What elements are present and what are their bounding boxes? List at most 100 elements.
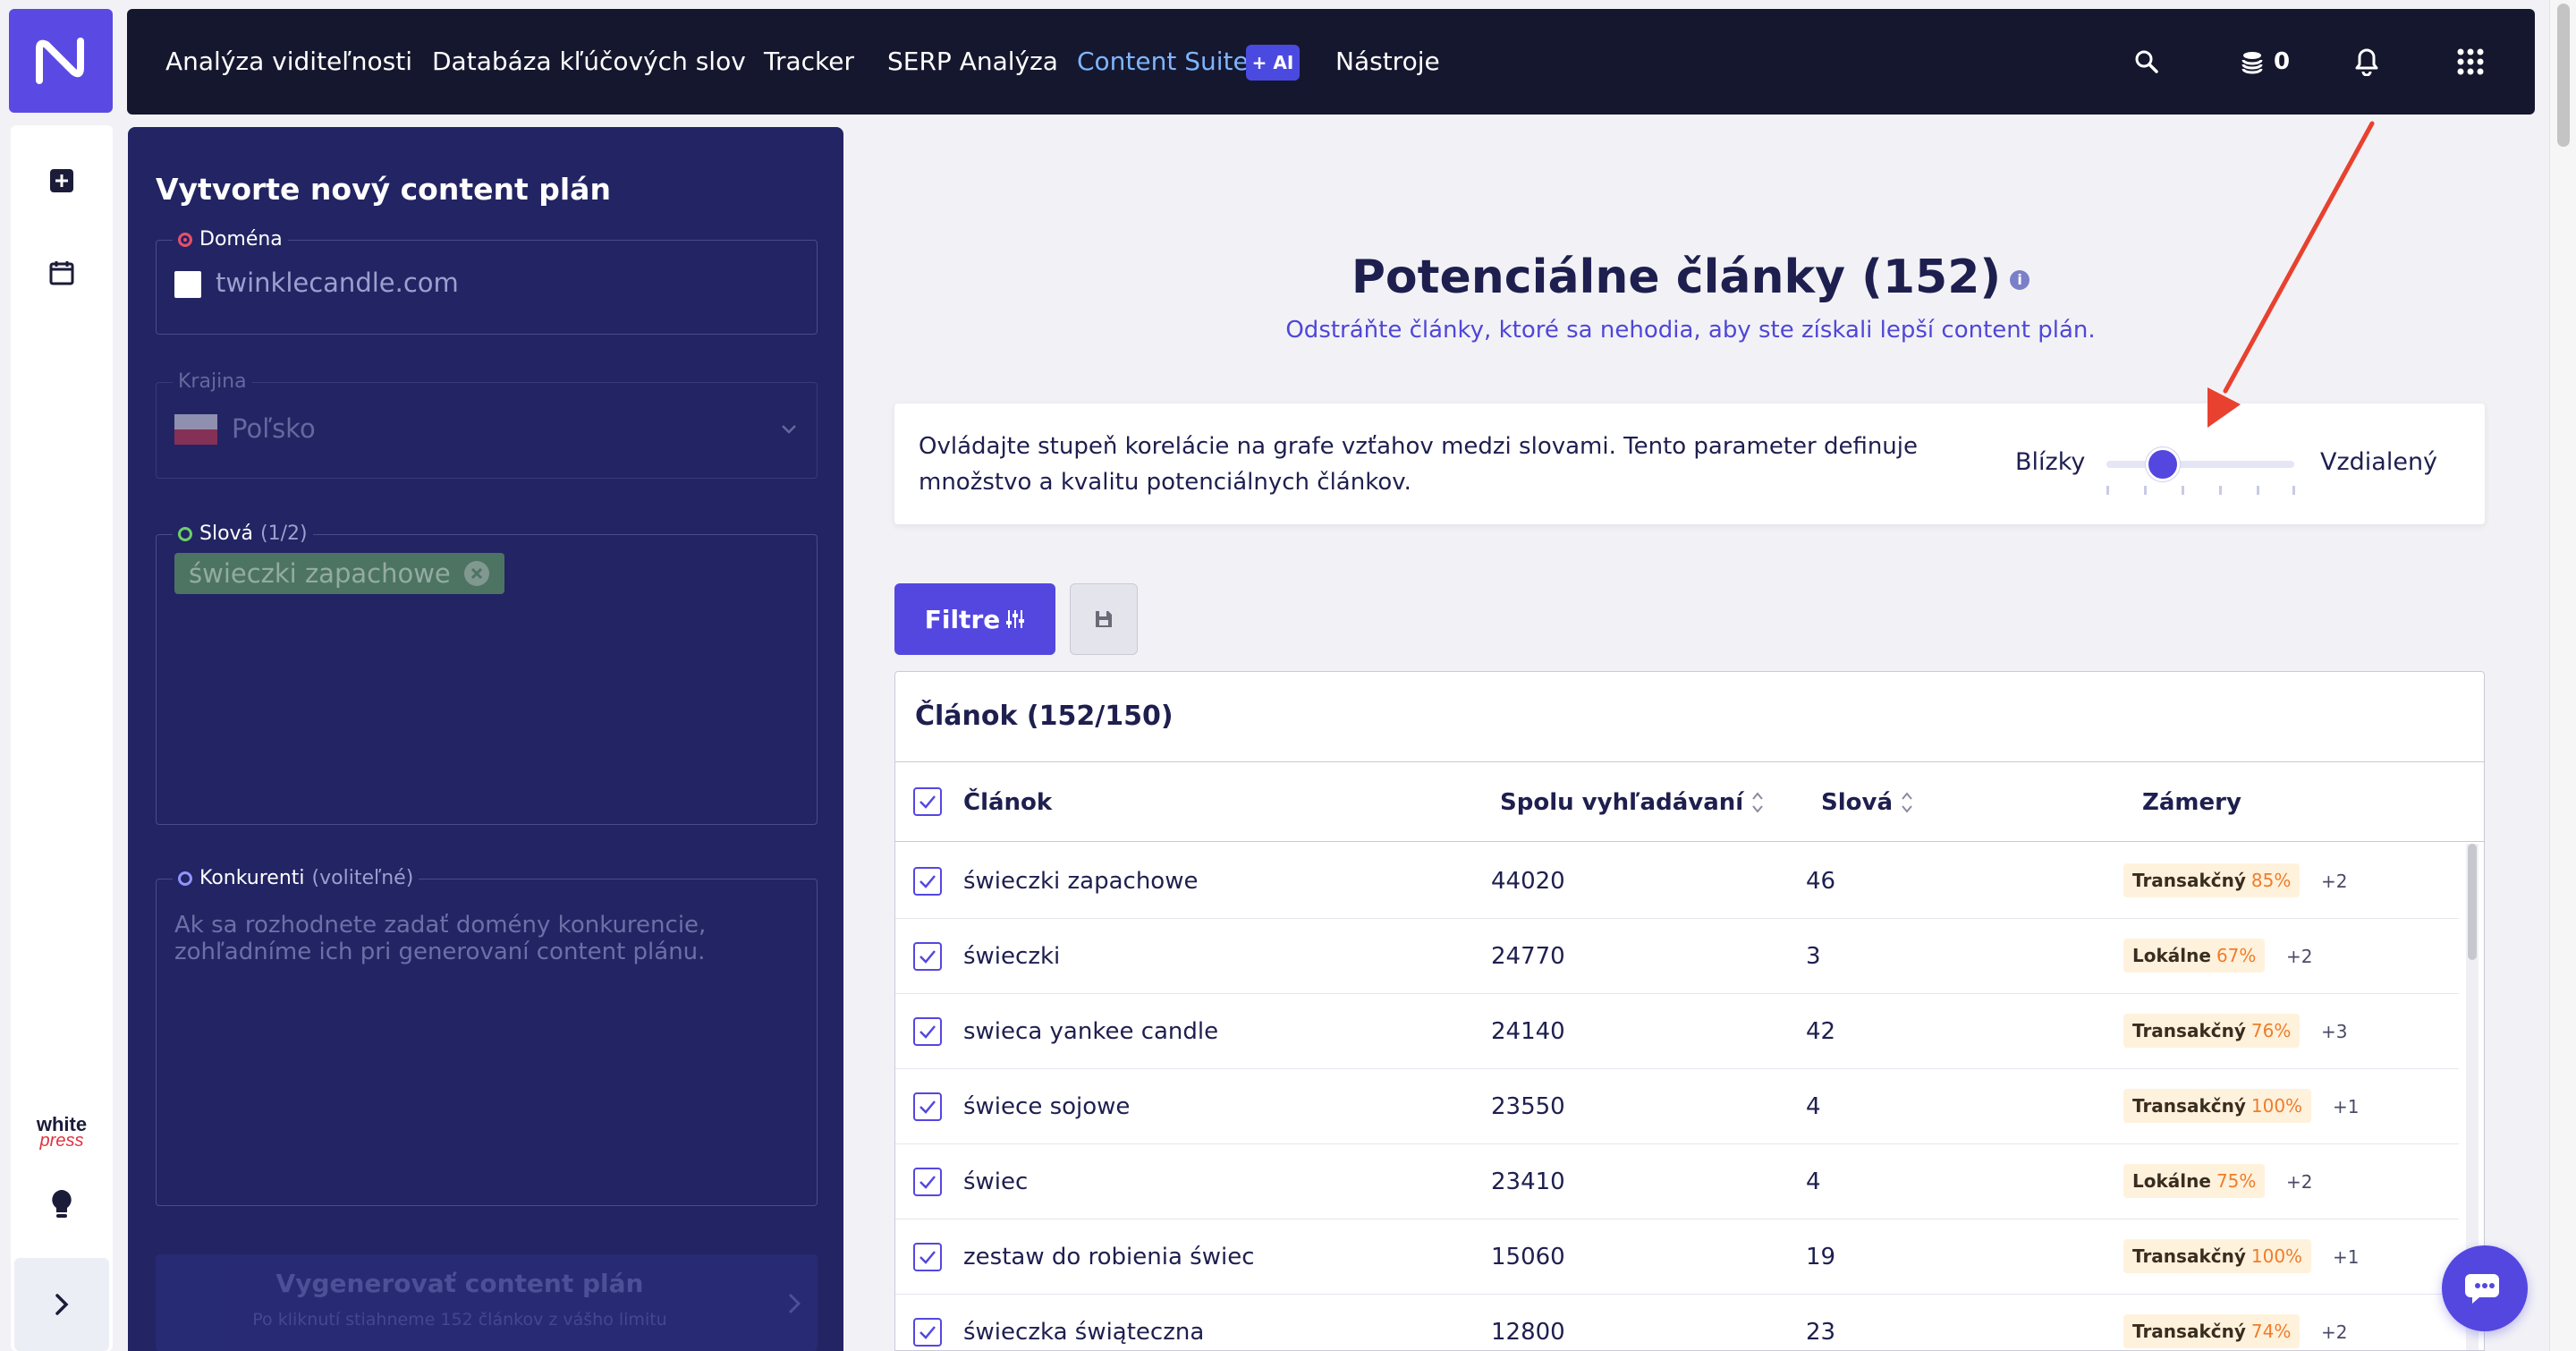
table-scrollbar[interactable] [2466,844,2479,1350]
more-intents[interactable]: +2 [2286,946,2313,967]
cell-article[interactable]: swieca yankee candle [963,1018,1219,1045]
cell-article[interactable]: świece sojowe [963,1093,1131,1120]
table-row[interactable]: świece sojowe 23550 4 Transakčný 100% +1 [895,1069,2459,1144]
row-checkbox[interactable] [913,867,942,896]
cell-searches: 24140 [1491,1018,1565,1045]
nav-content-suite[interactable]: Content Suite [1077,47,1249,76]
cell-searches: 24770 [1491,943,1565,970]
chevron-right-icon [55,1294,69,1315]
sort-icon [1902,792,1912,813]
table-row[interactable]: zestaw do robienia świec 15060 19 Transa… [895,1219,2459,1295]
cell-article[interactable]: świeczka świąteczna [963,1319,1205,1346]
more-intents[interactable]: +2 [2321,1321,2348,1343]
intent-badge: Transakčný 85% [2123,863,2301,897]
table-row[interactable]: świeczki 24770 3 Lokálne 67% +2 [895,919,2459,994]
words-field[interactable]: Slová (1/2) świeczki zapachowe [156,523,818,825]
more-intents[interactable]: +3 [2321,1021,2348,1042]
table-row[interactable]: świeczka świąteczna 12800 23 Transakčný 7… [895,1295,2459,1350]
row-checkbox[interactable] [913,1243,942,1271]
table-header: Článok Spolu vyhľadávaní Slová Zámery [895,761,2484,842]
cell-searches: 12800 [1491,1319,1565,1346]
more-intents[interactable]: +2 [2286,1171,2313,1193]
more-intents[interactable]: +1 [2333,1096,2360,1117]
cell-article[interactable]: świeczki zapachowe [963,868,1199,895]
remove-tag-icon[interactable] [463,560,490,587]
correlation-slider[interactable] [2106,461,2294,468]
left-rail: white press [9,9,113,1351]
save-button[interactable] [1070,583,1138,655]
cell-words: 46 [1806,868,1836,895]
nav-keyword-database[interactable]: Databáza kľúčových slov [432,47,746,76]
word-tag[interactable]: świeczki zapachowe [174,553,504,594]
add-icon[interactable] [11,168,113,193]
slider-tick [2144,486,2147,495]
cell-words: 4 [1806,1168,1821,1195]
top-navigation: Analýza viditeľnosti Databáza kľúčových … [127,9,2535,115]
search-button[interactable] [2134,9,2159,115]
table-row[interactable]: świeczki zapachowe 44020 46 Transakčný 85… [895,844,2459,919]
notifications-button[interactable] [2354,9,2379,115]
generate-note: Po kliknutí stiahneme 152 článkov z vášh… [252,1310,667,1330]
column-total-searches[interactable]: Spolu vyhľadávaní [1500,789,1765,816]
domain-field[interactable]: Doména twinklecandle.com [156,228,818,335]
whitepress-logo: white press [36,1113,88,1151]
intent-badge: Lokálne 67% [2123,939,2266,973]
search-icon [2135,50,2158,73]
floppy-disk-icon [1096,611,1112,627]
credits-indicator[interactable]: 0 [2240,9,2290,115]
row-checkbox[interactable] [913,942,942,971]
sliders-icon [1006,610,1025,628]
nav-tools[interactable]: Nástroje [1335,47,1440,76]
words-count: (1/2) [260,523,308,545]
cell-article[interactable]: zestaw do robienia świec [963,1244,1255,1270]
row-checkbox[interactable] [913,1318,942,1347]
generate-plan-button[interactable]: Vygenerovať content plán Po kliknutí sti… [156,1254,818,1351]
cell-words: 3 [1806,943,1821,970]
page-scrollbar[interactable] [2549,0,2576,1351]
table-scrollbar-thumb[interactable] [2468,844,2477,960]
country-select[interactable]: Krajina Poľsko [156,370,818,479]
logo-icon [36,38,84,84]
table-row[interactable]: swieca yankee candle 24140 42 Transakčný… [895,994,2459,1069]
slider-tick [2106,486,2109,495]
correlation-text: Ovládajte stupeň korelácie na grafe vzťa… [919,433,1919,496]
slider-thumb[interactable] [2146,447,2180,481]
slider-tick [2292,486,2295,495]
calendar-icon[interactable] [11,259,113,286]
chat-button[interactable] [2442,1245,2528,1331]
apps-menu-button[interactable] [2456,9,2485,115]
slider-tick [2257,486,2259,495]
column-article[interactable]: Článok [963,789,1053,816]
domain-value: twinklecandle.com [216,268,459,298]
row-checkbox[interactable] [913,1168,942,1196]
cell-article[interactable]: świec [963,1168,1029,1195]
filter-button[interactable]: Filtre [894,583,1055,655]
table-row[interactable]: świec 23410 4 Lokálne 75% +2 [895,1144,2459,1219]
more-intents[interactable]: +2 [2321,871,2348,892]
expand-rail-button[interactable] [14,1258,109,1351]
page-scrollbar-thumb[interactable] [2557,4,2570,147]
nav-visibility-analysis[interactable]: Analýza viditeľnosti [165,47,412,76]
chevron-right-icon [788,1293,801,1314]
sort-icon [1752,792,1763,813]
intent-badge: Transakčný 74% [2123,1314,2301,1348]
words-label: Slová [199,523,254,545]
optional-dot-icon [178,871,192,886]
bulb-icon[interactable] [11,1188,113,1220]
page-title: Potenciálne články (152) i [859,251,2522,304]
table-title: Článok (152/150) [915,701,1174,732]
cell-article[interactable]: świeczki [963,943,1061,970]
competitors-field[interactable]: Konkurenti (voliteľné) Ak sa rozhodnete … [156,867,818,1206]
select-all-checkbox[interactable] [913,787,942,816]
app-logo[interactable] [9,9,113,113]
more-intents[interactable]: +1 [2333,1246,2360,1268]
nav-serp-analysis[interactable]: SERP Analýza [887,47,1058,76]
slider-tick [2219,486,2222,495]
info-icon[interactable]: i [2010,270,2030,290]
row-checkbox[interactable] [913,1017,942,1046]
row-checkbox[interactable] [913,1092,942,1121]
column-words[interactable]: Slová [1821,789,1914,816]
cell-words: 19 [1806,1244,1836,1270]
competitors-placeholder: Ak sa rozhodnete zadať domény konkurenci… [174,912,707,965]
nav-tracker[interactable]: Tracker [764,47,855,76]
